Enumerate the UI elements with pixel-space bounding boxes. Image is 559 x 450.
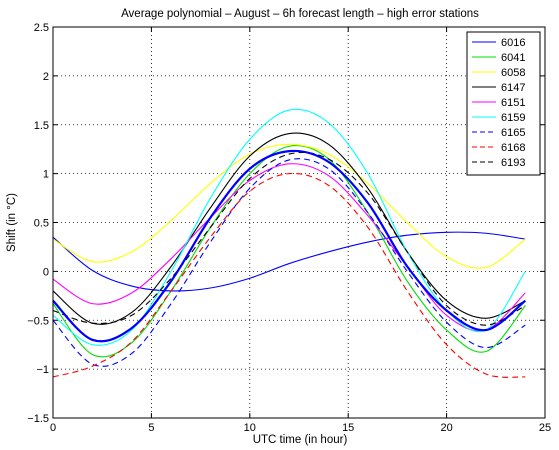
series-line-6147: [52, 132, 526, 325]
x-axis-label: UTC time (in hour): [253, 434, 348, 446]
y-tick-label: 1.5: [34, 120, 49, 132]
legend-label: 6168: [501, 142, 525, 154]
series-line-6193: [52, 151, 526, 326]
series-line-mean-9: [52, 149, 527, 343]
x-tick-label: 5: [148, 422, 154, 434]
x-tick-label: 10: [244, 422, 256, 434]
y-tick-label: −1: [36, 364, 49, 376]
legend-label: 6151: [501, 97, 525, 109]
x-tick-label: 15: [342, 422, 354, 434]
legend-label: 6165: [501, 127, 525, 139]
series-line-6165: [52, 158, 526, 367]
x-tick-label: 0: [50, 422, 56, 434]
legend-label: 6159: [501, 112, 525, 124]
y-tick-label: 0: [43, 266, 49, 278]
series-layer: [52, 108, 527, 378]
y-tick-label: 2: [43, 71, 49, 83]
x-tick-label: 25: [539, 422, 551, 434]
legend-box: [466, 31, 541, 176]
series-line-6151: [52, 163, 526, 332]
legend-label: 6058: [501, 67, 525, 79]
chart-title: Average polynomial – August – 6h forecas…: [121, 8, 479, 20]
series-line-6041: [52, 145, 526, 358]
legend-label: 6193: [501, 157, 525, 169]
y-tick-label: −0.5: [27, 315, 49, 327]
y-axis-label: Shift (in °C): [6, 193, 18, 252]
axis-ticks: 0 5 10 15 20 25 −1.5 −1 −0.5 0 0.5 1 1.5 2 2.5: [27, 22, 551, 434]
series-line-6058: [52, 143, 526, 269]
y-tick-label: 0.5: [34, 218, 49, 230]
series-line-6016: [52, 231, 526, 292]
legend: 6016 6041 6058 6147 6151 6159 6165 6168 6193: [466, 31, 541, 176]
legend-label: 6041: [501, 52, 525, 64]
y-tick-label: 1: [43, 169, 49, 181]
y-tick-label: −1.5: [27, 413, 49, 425]
legend-label: 6016: [501, 37, 525, 49]
legend-label: 6147: [501, 82, 525, 94]
series-line-6168: [52, 172, 526, 378]
plot-frame: [52, 26, 546, 419]
y-tick-label: 2.5: [34, 22, 49, 34]
x-tick-label: 20: [440, 422, 452, 434]
